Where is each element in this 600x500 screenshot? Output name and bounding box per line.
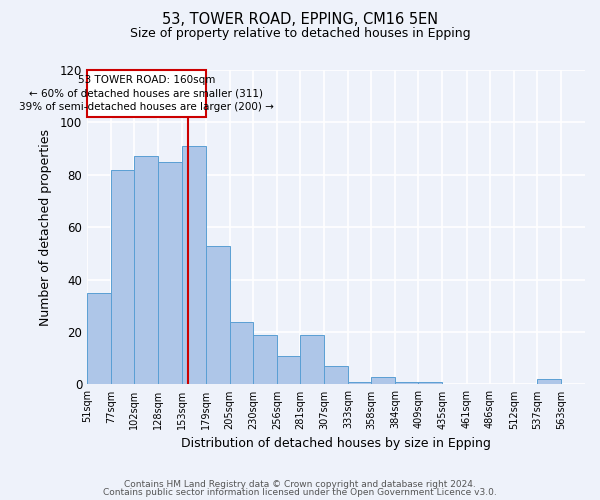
Bar — [371, 376, 395, 384]
Bar — [277, 356, 300, 384]
Bar — [87, 70, 206, 117]
Bar — [134, 156, 158, 384]
Bar — [158, 162, 182, 384]
Text: Size of property relative to detached houses in Epping: Size of property relative to detached ho… — [130, 28, 470, 40]
Text: 39% of semi-detached houses are larger (200) →: 39% of semi-detached houses are larger (… — [19, 102, 274, 112]
Text: 53 TOWER ROAD: 160sqm: 53 TOWER ROAD: 160sqm — [77, 76, 215, 86]
Bar — [395, 382, 418, 384]
Text: 53, TOWER ROAD, EPPING, CM16 5EN: 53, TOWER ROAD, EPPING, CM16 5EN — [162, 12, 438, 28]
Bar — [111, 170, 134, 384]
Bar — [348, 382, 371, 384]
Bar — [182, 146, 206, 384]
Bar — [87, 292, 111, 384]
Bar — [537, 379, 561, 384]
Text: Contains public sector information licensed under the Open Government Licence v3: Contains public sector information licen… — [103, 488, 497, 497]
Bar — [206, 246, 230, 384]
X-axis label: Distribution of detached houses by size in Epping: Distribution of detached houses by size … — [181, 437, 491, 450]
Bar — [324, 366, 348, 384]
Text: ← 60% of detached houses are smaller (311): ← 60% of detached houses are smaller (31… — [29, 88, 263, 99]
Text: Contains HM Land Registry data © Crown copyright and database right 2024.: Contains HM Land Registry data © Crown c… — [124, 480, 476, 489]
Bar — [253, 334, 277, 384]
Bar — [418, 382, 442, 384]
Y-axis label: Number of detached properties: Number of detached properties — [38, 128, 52, 326]
Bar — [230, 322, 253, 384]
Bar — [300, 334, 324, 384]
